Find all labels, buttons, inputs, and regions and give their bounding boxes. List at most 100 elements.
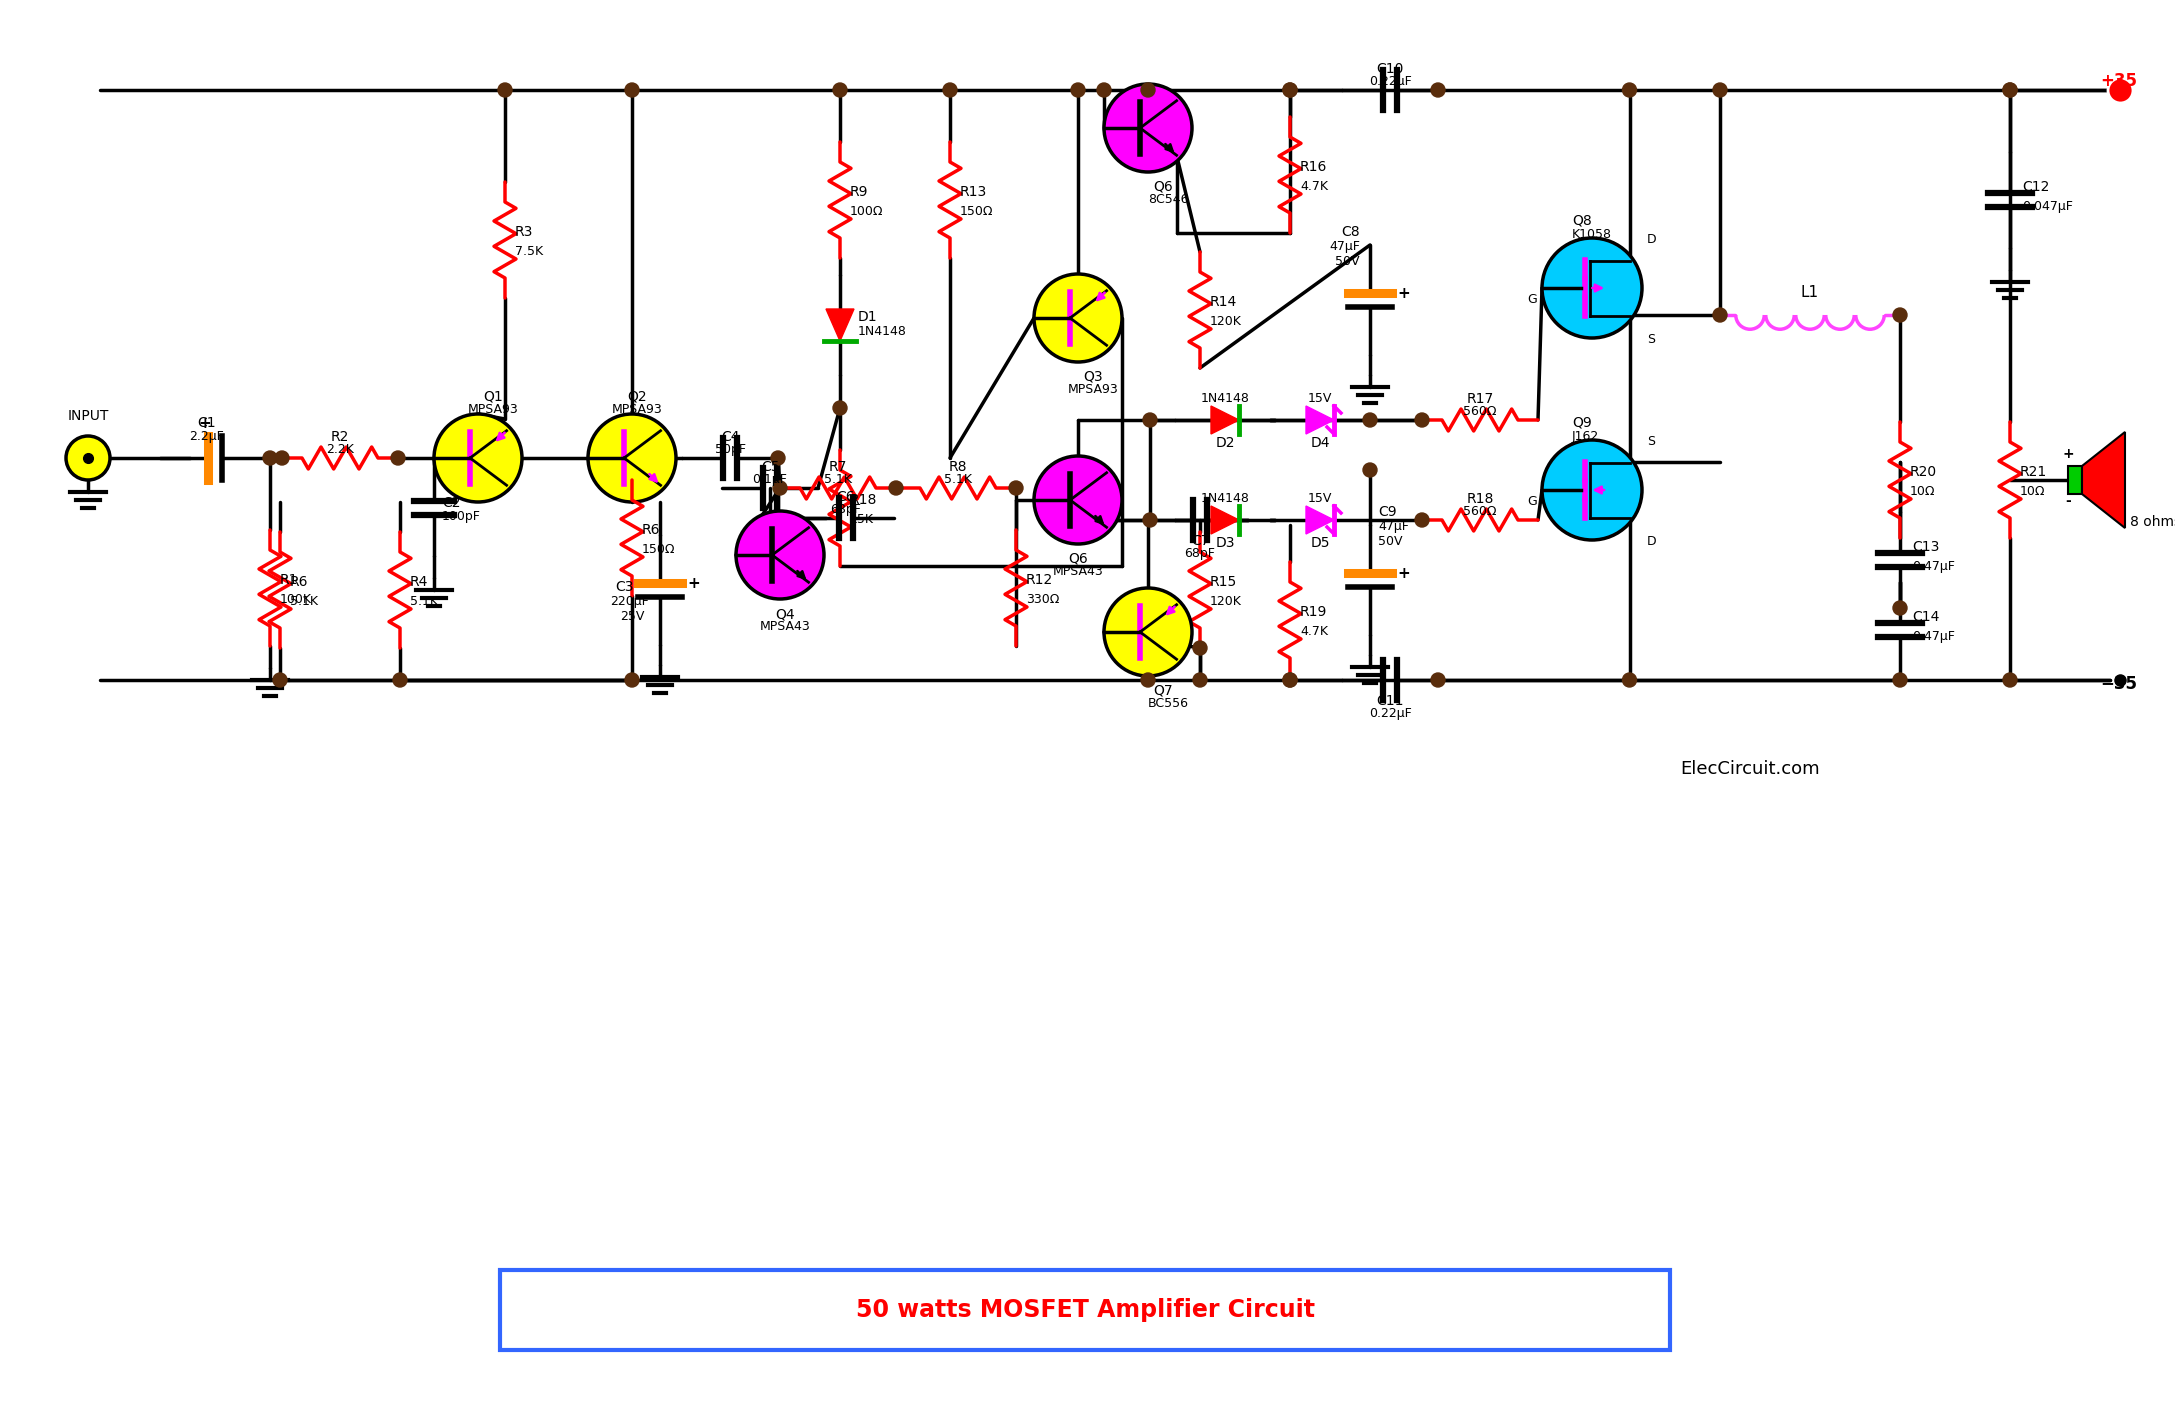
Text: 100pF: 100pF	[442, 510, 481, 523]
Text: R2: R2	[331, 430, 350, 444]
Text: 150Ω: 150Ω	[642, 543, 676, 555]
Circle shape	[1623, 83, 1636, 97]
Circle shape	[498, 83, 511, 97]
Text: +: +	[687, 575, 700, 591]
Text: C5: C5	[761, 460, 779, 474]
Text: INPUT: INPUT	[67, 409, 109, 423]
Text: 50 watts MOSFET Amplifier Circuit: 50 watts MOSFET Amplifier Circuit	[855, 1298, 1314, 1322]
Circle shape	[624, 673, 639, 688]
Text: 0.047μF: 0.047μF	[2023, 200, 2073, 212]
Text: G: G	[1527, 495, 1538, 508]
Text: 7.5K: 7.5K	[515, 245, 544, 257]
Circle shape	[1033, 274, 1122, 361]
Text: 50V: 50V	[1379, 536, 1403, 548]
Circle shape	[1623, 673, 1636, 688]
Circle shape	[274, 673, 287, 688]
Circle shape	[770, 451, 785, 465]
Circle shape	[1542, 238, 1642, 337]
Text: 5.1K: 5.1K	[824, 472, 853, 486]
Text: C6: C6	[837, 491, 855, 503]
Circle shape	[1144, 513, 1157, 527]
Text: 120K: 120K	[1209, 315, 1242, 328]
Text: R17: R17	[1466, 392, 1494, 406]
Text: 4.7K: 4.7K	[1301, 180, 1329, 193]
Circle shape	[1364, 463, 1377, 477]
Text: 47μF: 47μF	[1329, 240, 1359, 253]
Text: 1N4148: 1N4148	[1201, 492, 1248, 505]
Circle shape	[1194, 641, 1207, 655]
Text: BC556: BC556	[1148, 697, 1190, 710]
Circle shape	[772, 481, 787, 495]
Text: 50V: 50V	[1335, 254, 1359, 269]
Circle shape	[1714, 83, 1727, 97]
Text: 5.1K: 5.1K	[289, 595, 318, 607]
Circle shape	[890, 481, 903, 495]
Text: +35: +35	[2101, 72, 2138, 90]
Text: L1: L1	[1801, 285, 1818, 299]
Text: Q8: Q8	[1573, 212, 1592, 226]
Polygon shape	[2068, 465, 2081, 494]
Text: D3: D3	[1216, 536, 1235, 550]
Text: 0.1μF: 0.1μF	[753, 472, 787, 486]
Text: C11: C11	[1377, 695, 1403, 709]
Circle shape	[1416, 413, 1429, 427]
Text: +: +	[198, 416, 211, 432]
Text: MPSA43: MPSA43	[759, 620, 811, 633]
Text: Q2: Q2	[626, 389, 646, 404]
Text: D4: D4	[1309, 436, 1329, 450]
Text: R3: R3	[515, 225, 533, 239]
Text: C10: C10	[1377, 62, 1403, 76]
Circle shape	[1416, 513, 1429, 527]
Text: -: -	[2064, 494, 2071, 508]
Text: C12: C12	[2023, 180, 2049, 194]
Text: MPSA43: MPSA43	[1053, 565, 1103, 578]
Text: 10Ω: 10Ω	[1910, 485, 1936, 498]
Polygon shape	[2081, 432, 2125, 529]
Text: R12: R12	[1027, 574, 1053, 586]
Text: Q1: Q1	[483, 389, 502, 404]
Text: Q4: Q4	[774, 607, 794, 621]
Circle shape	[1892, 673, 1907, 688]
Text: G: G	[1527, 292, 1538, 307]
Circle shape	[1009, 481, 1022, 495]
Text: C7: C7	[1190, 534, 1209, 548]
Circle shape	[1283, 673, 1296, 688]
Text: 220μF: 220μF	[609, 595, 648, 607]
Circle shape	[944, 83, 957, 97]
Text: R20: R20	[1910, 465, 1938, 479]
Polygon shape	[826, 309, 855, 342]
Text: 5.1K: 5.1K	[411, 595, 437, 607]
Circle shape	[2003, 83, 2016, 97]
Circle shape	[587, 413, 676, 502]
Text: 68pF: 68pF	[1185, 547, 1216, 560]
Text: R16: R16	[1301, 160, 1327, 174]
Text: D1: D1	[857, 309, 879, 323]
Text: 8 ohms: 8 ohms	[2129, 515, 2175, 529]
Text: 1N4148: 1N4148	[857, 325, 907, 337]
Text: S: S	[1646, 434, 1655, 449]
Polygon shape	[1305, 506, 1333, 534]
Polygon shape	[1211, 406, 1240, 434]
Text: C4: C4	[720, 430, 740, 444]
Text: R1: R1	[281, 574, 298, 586]
Text: 2.2μF: 2.2μF	[189, 430, 224, 443]
Text: Q9: Q9	[1573, 415, 1592, 429]
Text: 8C546: 8C546	[1148, 193, 1188, 207]
Text: 15V: 15V	[1307, 492, 1331, 505]
Text: 120K: 120K	[1209, 595, 1242, 607]
Text: 4.7K: 4.7K	[1301, 626, 1329, 638]
Circle shape	[1105, 588, 1192, 676]
Text: MPSA93: MPSA93	[611, 404, 663, 416]
Circle shape	[65, 436, 111, 479]
Text: 5.1K: 5.1K	[944, 472, 972, 486]
Text: R8: R8	[948, 460, 968, 474]
Text: R6: R6	[642, 523, 661, 537]
Circle shape	[1142, 673, 1155, 688]
Text: C2: C2	[442, 496, 461, 510]
Text: R21: R21	[2021, 465, 2047, 479]
Text: 10Ω: 10Ω	[2021, 485, 2044, 498]
Circle shape	[392, 451, 405, 465]
Circle shape	[1142, 83, 1155, 97]
Circle shape	[2003, 673, 2016, 688]
Text: 2.2K: 2.2K	[326, 443, 355, 456]
